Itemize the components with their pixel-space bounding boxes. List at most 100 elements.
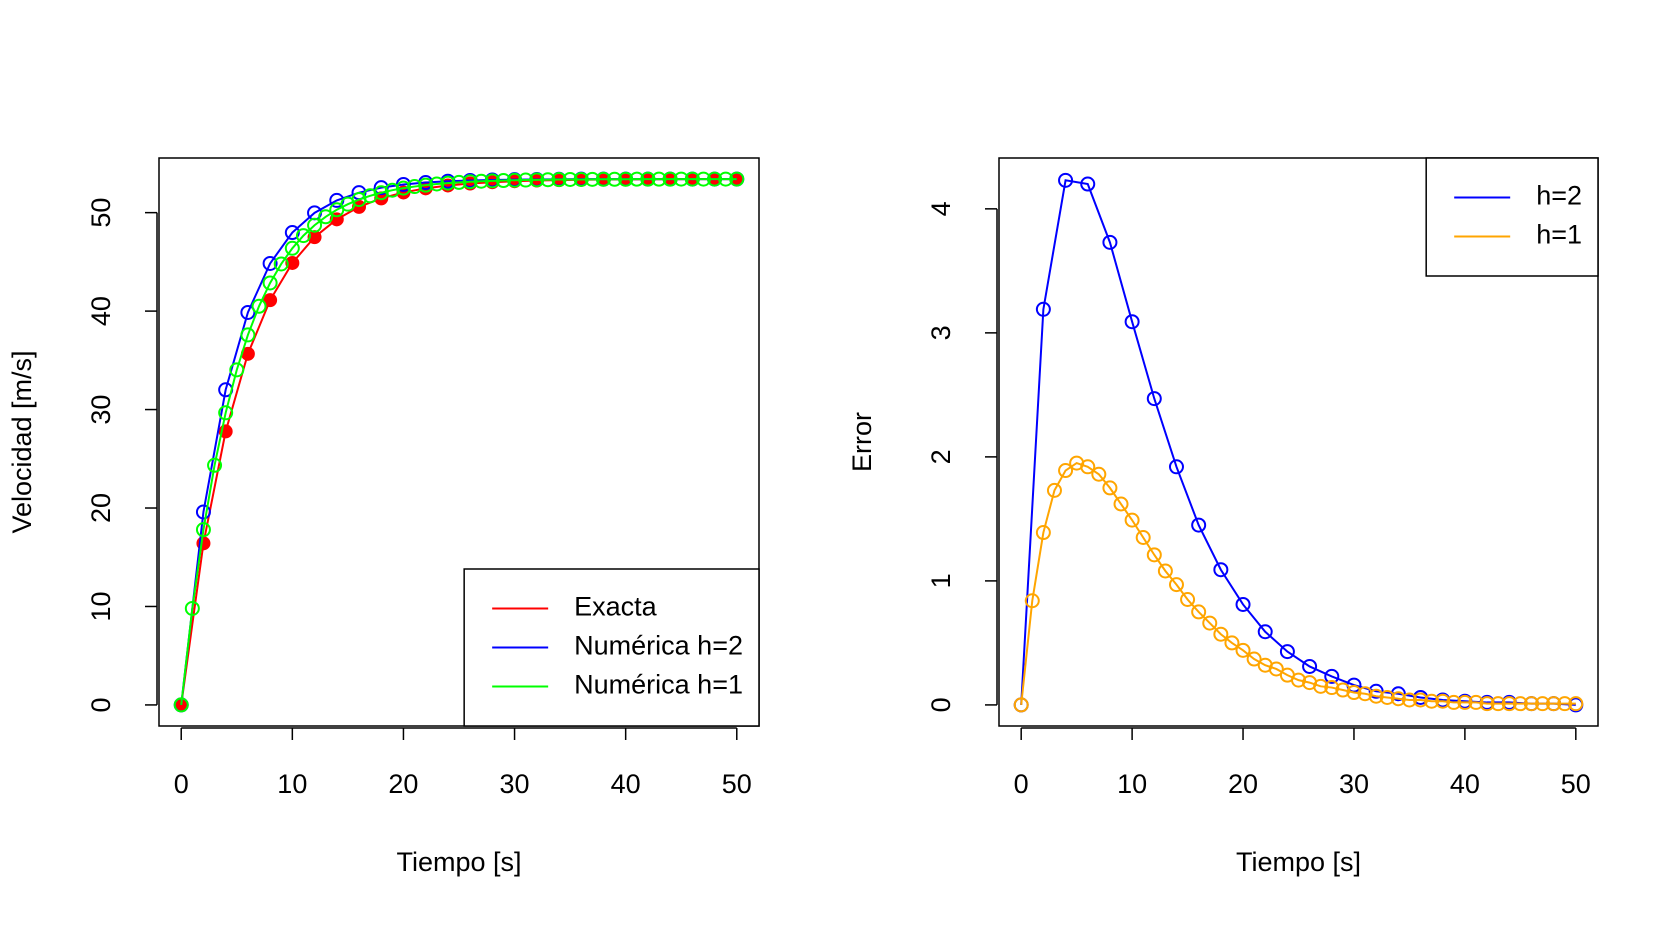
legend: Exacta Numérica h=2 Numérica h=1	[463, 568, 760, 727]
data-point	[1324, 668, 1340, 684]
data-point	[1313, 678, 1329, 694]
data-point	[307, 217, 323, 233]
data-point	[285, 255, 300, 270]
data-point	[1557, 696, 1573, 712]
data-point	[1368, 683, 1384, 699]
data-point	[1501, 696, 1517, 712]
data-point	[484, 173, 500, 189]
data-point	[1113, 496, 1129, 512]
y-tick-label: 20	[86, 493, 116, 523]
data-point	[673, 171, 689, 187]
data-point	[263, 293, 278, 308]
data-point	[718, 171, 734, 187]
data-point	[1523, 696, 1539, 712]
data-point	[1279, 644, 1295, 660]
data-point	[1080, 459, 1096, 475]
y-tick-label: 2	[926, 449, 956, 464]
data-point	[629, 171, 645, 187]
x-tick-label: 30	[1339, 769, 1369, 799]
data-point	[595, 171, 611, 187]
data-point	[1168, 459, 1184, 475]
series-line	[1020, 461, 1576, 706]
x-tick-label: 50	[722, 769, 752, 799]
data-point	[195, 522, 211, 538]
data-point	[184, 600, 200, 616]
plot: 0 10 20 30 40 50 0 10 20 30 40 50 Tiempo [s] Velocida…	[7, 157, 760, 877]
data-point	[1457, 694, 1473, 710]
data-point	[451, 174, 467, 190]
data-point	[540, 172, 556, 188]
data-point	[1146, 547, 1162, 563]
data-point	[1435, 693, 1451, 709]
data-point	[395, 180, 411, 196]
data-point	[284, 240, 300, 256]
legend-box	[1425, 157, 1599, 277]
data-point	[618, 171, 634, 187]
y-tick-label: 0	[926, 697, 956, 712]
data-point	[1035, 301, 1051, 317]
x-tick-label: 40	[611, 769, 641, 799]
data-point	[462, 174, 478, 190]
data-point	[1080, 176, 1096, 192]
data-point	[173, 697, 189, 713]
x-tick-label: 40	[1450, 769, 1480, 799]
data-point	[407, 179, 423, 195]
data-point	[1390, 691, 1406, 707]
data-point	[295, 228, 311, 244]
data-point	[473, 173, 489, 189]
data-point	[584, 171, 600, 187]
data-point	[1102, 480, 1118, 496]
data-point	[1213, 626, 1229, 642]
legend-label: Exacta	[574, 592, 658, 622]
data-point	[707, 171, 723, 187]
data-point	[1102, 234, 1118, 250]
x-tick-label: 0	[1014, 769, 1029, 799]
x-tick-label: 20	[1228, 769, 1258, 799]
data-point	[607, 171, 623, 187]
data-point	[1024, 593, 1040, 609]
data-point	[1346, 685, 1362, 701]
data-point	[1124, 512, 1140, 528]
y-tick-label: 4	[926, 201, 956, 216]
data-point	[1157, 563, 1173, 579]
plot-frame	[998, 157, 1599, 727]
data-point	[1379, 689, 1395, 705]
data-point	[529, 172, 545, 188]
data-point	[1058, 463, 1074, 479]
data-point	[551, 172, 567, 188]
data-point	[1091, 466, 1107, 482]
data-point	[1058, 172, 1074, 188]
data-point	[1335, 682, 1351, 698]
data-point	[240, 327, 256, 343]
data-point	[1202, 615, 1218, 631]
data-point	[1291, 672, 1306, 688]
data-point	[1546, 696, 1562, 712]
x-tick-label: 20	[388, 769, 418, 799]
data-point	[573, 171, 589, 187]
y-tick-label: 0	[86, 697, 116, 712]
data-point	[729, 171, 745, 187]
y-tick-label: 10	[86, 591, 116, 621]
data-point	[240, 304, 256, 320]
legend-label: Numérica h=1	[574, 670, 743, 700]
x-axis-label: Tiempo [s]	[396, 847, 521, 877]
legend: h=2h=1	[1425, 157, 1599, 277]
data-point	[651, 171, 667, 187]
data-point	[1257, 624, 1273, 640]
data-point	[562, 171, 578, 187]
data-point	[1490, 696, 1506, 712]
x-axis-label: Tiempo [s]	[1236, 847, 1361, 877]
data-point	[1479, 696, 1495, 712]
data-point	[1268, 661, 1284, 677]
data-point	[1180, 592, 1196, 608]
data-point	[262, 275, 278, 291]
data-point	[1302, 658, 1318, 674]
x-tick-label: 10	[277, 769, 307, 799]
data-point	[695, 171, 711, 187]
data-point	[1013, 697, 1029, 713]
data-point	[429, 176, 445, 192]
data-point	[662, 171, 678, 187]
data-point	[1191, 517, 1207, 533]
data-point	[1324, 680, 1340, 696]
data-point	[195, 504, 211, 520]
